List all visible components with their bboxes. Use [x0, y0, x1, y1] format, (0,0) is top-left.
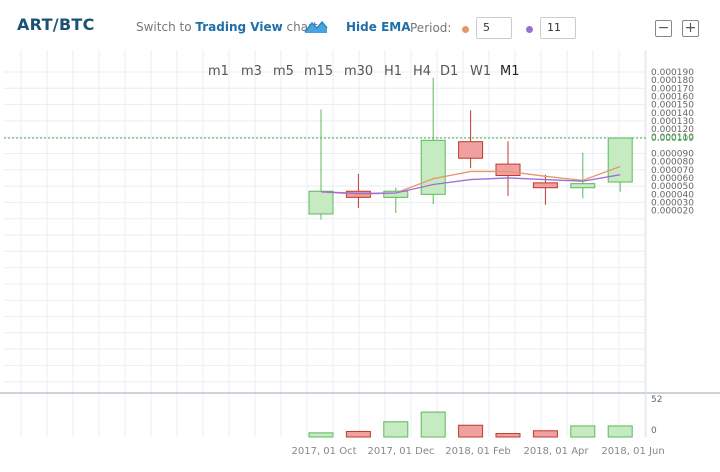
- volume-bar: [383, 421, 409, 438]
- time-tick-label: 2017, 01 Oct: [292, 446, 357, 457]
- candle-body[interactable]: [308, 190, 334, 215]
- zoom-in-button[interactable]: +: [682, 20, 699, 37]
- switch-chart-link[interactable]: Switch to Trading View chart: [136, 20, 318, 34]
- price-tick-label: 0.000140: [651, 109, 694, 119]
- current-price-label: 0.000109: [651, 134, 694, 144]
- price-tick-label: 0.000170: [651, 84, 694, 94]
- volume-bars: 52 0: [308, 395, 662, 438]
- candle-body[interactable]: [607, 137, 633, 183]
- timeframe-D1[interactable]: D1: [440, 64, 458, 79]
- price-tick-label: 0.000150: [651, 101, 694, 111]
- price-tick-label: 0.000090: [651, 150, 694, 160]
- candle-body[interactable]: [458, 141, 484, 159]
- time-tick-label: 2018, 01 Apr: [523, 446, 589, 457]
- time-tick-label: 2018, 01 Feb: [445, 446, 510, 457]
- candle-body[interactable]: [532, 182, 558, 189]
- time-tick-label: 2018, 01 Jun: [601, 446, 664, 457]
- price-tick-label: 0.000060: [651, 174, 694, 184]
- timeframe-m1[interactable]: m1: [208, 64, 229, 79]
- volume-bar: [570, 425, 596, 438]
- plot-area: [4, 50, 646, 393]
- volume-bar: [308, 432, 334, 438]
- period-slow-input[interactable]: 11: [540, 17, 576, 39]
- volume-bar: [495, 433, 521, 438]
- price-tick-label: 0.000070: [651, 166, 694, 176]
- price-tick-label: 0.000160: [651, 92, 694, 102]
- candle-body[interactable]: [420, 139, 446, 195]
- chart-grid: [0, 50, 720, 437]
- trading-view-icon[interactable]: [304, 18, 328, 34]
- candles: [308, 77, 633, 220]
- candle-body[interactable]: [383, 190, 409, 198]
- price-tick-label: 0.000120: [651, 125, 694, 135]
- price-tick-label: 0.000110: [651, 133, 694, 143]
- price-tick-label: 0.000130: [651, 117, 694, 127]
- ema-lines: [320, 165, 621, 195]
- price-tick-label: 0.000040: [651, 190, 694, 200]
- switch-prefix: Switch to: [136, 20, 192, 34]
- candle-body[interactable]: [495, 163, 521, 177]
- price-tick-label: 0.000190: [651, 68, 694, 78]
- ema-slow-line: [320, 174, 621, 195]
- price-axis: 0.0001900.0001800.0001700.0001600.000150…: [4, 68, 694, 217]
- price-tick-label: 0.000030: [651, 198, 694, 208]
- ema-fast-dot: [462, 26, 469, 33]
- volume-bar: [607, 425, 633, 438]
- price-tick-label: 0.000180: [651, 76, 694, 86]
- price-tick-label: 0.000020: [651, 207, 694, 217]
- volume-bar: [532, 430, 558, 438]
- volume-bar: [458, 424, 484, 438]
- zoom-out-button[interactable]: −: [655, 20, 672, 37]
- timeframe-m3[interactable]: m3: [241, 64, 262, 79]
- ema-slow-dot: [526, 26, 533, 33]
- timeframe-bar: m1 m3 m5 m15 m30 H1 H4 D1 W1 M1: [208, 64, 520, 79]
- timeframe-H4[interactable]: H4: [413, 64, 431, 79]
- period-label: Period:: [410, 21, 452, 35]
- period-fast-input[interactable]: 5: [476, 17, 512, 39]
- timeframe-H1[interactable]: H1: [384, 64, 402, 79]
- price-tick-label: 0.000050: [651, 182, 694, 192]
- volume-tick-zero: 0: [651, 426, 657, 436]
- price-tick-label: 0.000080: [651, 158, 694, 168]
- timeframe-W1[interactable]: W1: [470, 64, 491, 79]
- trading-view-link[interactable]: Trading View: [195, 20, 283, 34]
- timeframe-m30[interactable]: m30: [344, 64, 373, 79]
- time-axis: 2017, 01 Oct 2017, 01 Dec 2018, 01 Feb 2018…: [292, 446, 665, 457]
- timeframe-m5[interactable]: m5: [273, 64, 294, 79]
- volume-bar: [345, 430, 371, 438]
- volume-tick-max: 52: [651, 395, 662, 405]
- hide-ema-button[interactable]: Hide EMA: [346, 20, 411, 34]
- timeframe-M1[interactable]: M1: [500, 64, 520, 79]
- chart-header: ART/BTC Switch to Trading View chart Hid…: [0, 0, 720, 50]
- timeframe-m15[interactable]: m15: [304, 64, 333, 79]
- candle-body[interactable]: [570, 183, 596, 189]
- pair-title: ART/BTC: [17, 15, 95, 34]
- volume-bar: [420, 411, 446, 438]
- time-tick-label: 2017, 01 Dec: [367, 446, 434, 457]
